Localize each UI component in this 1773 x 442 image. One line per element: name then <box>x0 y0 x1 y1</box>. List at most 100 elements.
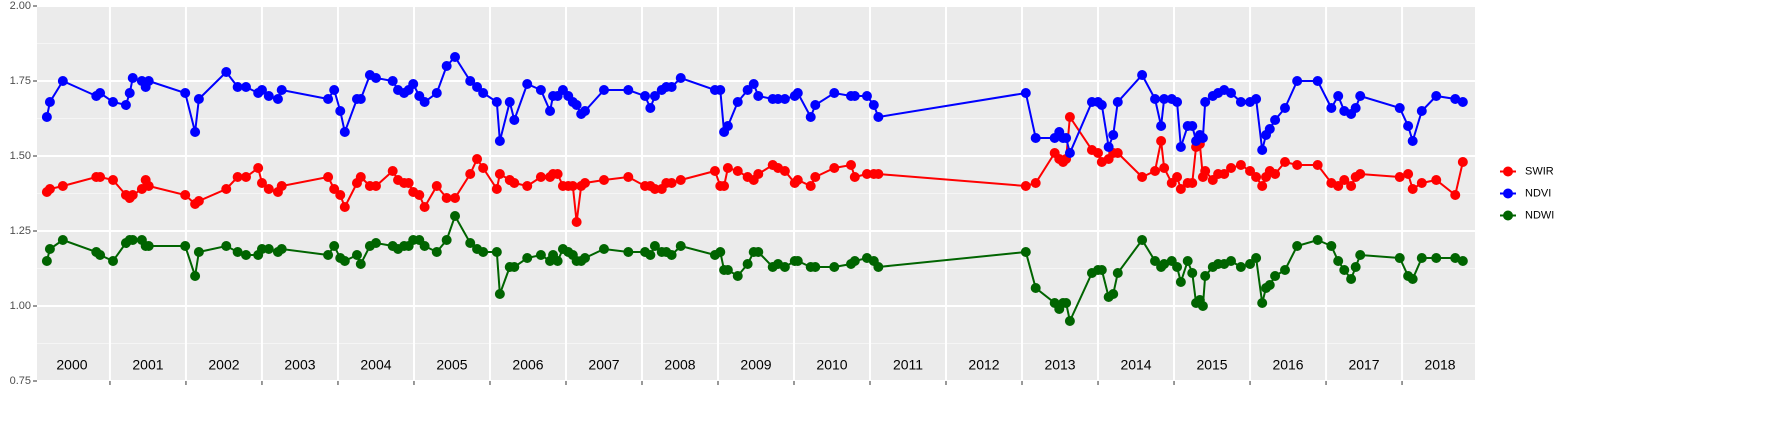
point <box>722 265 733 275</box>
point <box>849 91 860 101</box>
point <box>1030 133 1041 143</box>
point <box>742 85 753 95</box>
point <box>623 85 634 95</box>
point <box>180 190 191 200</box>
point <box>675 175 686 185</box>
point <box>1407 184 1418 194</box>
point <box>1292 76 1303 86</box>
point <box>370 73 381 83</box>
point <box>792 88 803 98</box>
point <box>256 178 267 188</box>
point <box>1096 100 1107 110</box>
point <box>329 184 340 194</box>
point <box>1150 94 1161 104</box>
point <box>1264 280 1275 290</box>
y-tick-label: 0.75 <box>10 375 31 387</box>
point <box>829 262 840 272</box>
point <box>675 73 686 83</box>
year-label: 2007 <box>588 357 619 373</box>
point <box>571 100 582 110</box>
point <box>190 127 201 137</box>
point <box>1020 88 1031 98</box>
point <box>773 94 784 104</box>
point <box>1020 247 1031 257</box>
point <box>1200 271 1211 281</box>
point <box>1197 133 1208 143</box>
point <box>1137 172 1148 182</box>
year-label: 2017 <box>1348 357 1379 373</box>
point <box>792 175 803 185</box>
point <box>504 97 515 107</box>
point <box>509 115 520 125</box>
point <box>552 169 563 179</box>
year-label: 2008 <box>664 357 695 373</box>
point <box>221 241 232 251</box>
point <box>1355 91 1366 101</box>
point <box>120 100 131 110</box>
point <box>1108 130 1119 140</box>
point <box>478 163 489 173</box>
point <box>387 76 398 86</box>
point <box>1245 166 1256 176</box>
point <box>849 256 860 266</box>
point <box>1175 142 1186 152</box>
point <box>335 190 346 200</box>
point <box>1226 256 1237 266</box>
point <box>1407 274 1418 284</box>
point <box>1257 181 1268 191</box>
point <box>494 289 505 299</box>
point <box>1279 157 1290 167</box>
year-label: 2014 <box>1120 357 1151 373</box>
point <box>675 241 686 251</box>
point <box>408 79 419 89</box>
point <box>1187 121 1198 131</box>
point <box>873 262 884 272</box>
point <box>1172 97 1183 107</box>
point <box>1112 148 1123 158</box>
point <box>1172 262 1183 272</box>
legend-label: NDVI <box>1525 187 1551 199</box>
point <box>419 202 430 212</box>
point <box>263 244 274 254</box>
point <box>1450 94 1461 104</box>
point <box>276 244 287 254</box>
point <box>1257 298 1268 308</box>
year-label: 2012 <box>968 357 999 373</box>
point <box>1030 283 1041 293</box>
point <box>753 169 764 179</box>
point <box>190 271 201 281</box>
point <box>335 106 346 116</box>
point <box>323 172 334 182</box>
point <box>810 262 821 272</box>
point <box>1064 148 1075 158</box>
point <box>598 85 609 95</box>
point <box>1431 253 1442 263</box>
point <box>649 91 660 101</box>
point <box>1457 157 1468 167</box>
point <box>1450 253 1461 263</box>
point <box>256 244 267 254</box>
point <box>450 193 461 203</box>
point <box>1197 301 1208 311</box>
point <box>732 97 743 107</box>
point <box>143 76 154 86</box>
point <box>522 253 533 263</box>
point <box>1339 175 1350 185</box>
point <box>323 94 334 104</box>
point <box>861 91 872 101</box>
point <box>552 256 563 266</box>
point <box>1407 136 1418 146</box>
point <box>450 52 461 62</box>
point <box>1333 256 1344 266</box>
point <box>339 127 350 137</box>
point <box>241 250 252 260</box>
point <box>1235 97 1246 107</box>
point <box>108 97 119 107</box>
point <box>41 256 52 266</box>
point <box>779 166 790 176</box>
point <box>1279 265 1290 275</box>
point <box>779 262 790 272</box>
point <box>522 79 533 89</box>
point <box>143 181 154 191</box>
